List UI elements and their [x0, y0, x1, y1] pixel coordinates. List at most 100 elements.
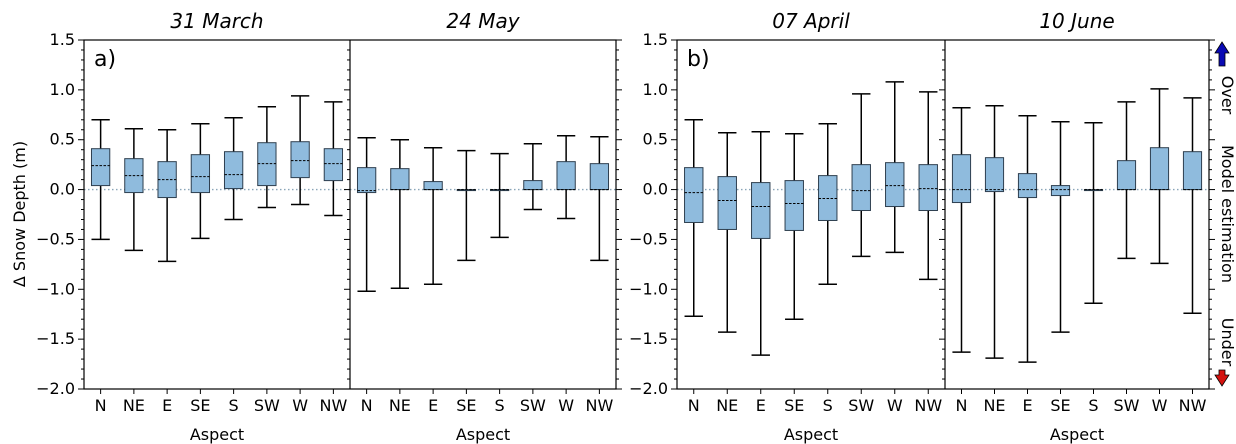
y-tick-label: 0.0: [50, 180, 75, 199]
box-N: [90, 119, 111, 241]
box-NE: [984, 105, 1005, 359]
arrow-up-shape: [1214, 41, 1230, 67]
x-tick-label: SE: [190, 396, 210, 415]
x-tick-label: NE: [389, 396, 411, 415]
x-tick-label: SW: [254, 396, 280, 415]
x-tick-label: NE: [983, 396, 1005, 415]
x-axis-title: Aspect: [190, 425, 244, 444]
x-tick-label: W: [887, 396, 903, 415]
iqr-box: [556, 161, 576, 191]
box-N: [951, 107, 972, 353]
box-NE: [390, 138, 410, 290]
iqr-box: [1017, 173, 1038, 199]
x-axis-title: Aspect: [784, 425, 838, 444]
x-tick-label: S: [495, 396, 505, 415]
x-tick-label: S: [1088, 396, 1098, 415]
iqr-box: [390, 168, 410, 191]
x-tick-label: W: [292, 396, 308, 415]
x-tick-label: SW: [848, 396, 874, 415]
y-tick-label: 1.5: [50, 30, 75, 49]
y-tick-label: −1.0: [629, 279, 668, 298]
x-tick-label: SE: [784, 396, 804, 415]
box-N: [684, 119, 704, 317]
iqr-box: [784, 180, 804, 231]
box-S: [1083, 122, 1104, 304]
y-tick-label: 0.5: [50, 130, 75, 149]
arrow-down-shape: [1214, 369, 1230, 387]
y-tick-label: −0.5: [629, 229, 668, 248]
panel-a-ylabel: Δ Snow Depth (m): [10, 141, 29, 287]
iqr-box: [1050, 185, 1071, 197]
x-tick-label: W: [558, 396, 574, 415]
box-S: [223, 117, 244, 221]
iqr-box: [190, 154, 211, 194]
x-tick-label: NW: [1179, 396, 1207, 415]
subplot-title: 31 March: [170, 9, 263, 33]
box-NW: [1182, 97, 1203, 314]
iqr-box: [223, 151, 244, 190]
iqr-box: [523, 180, 543, 191]
x-tick-label: E: [1022, 396, 1032, 415]
x-axis-title: Aspect: [456, 425, 510, 444]
subplot-title: 07 April: [772, 9, 850, 33]
iqr-box: [684, 167, 704, 223]
right-label-middle: Model estimation: [1218, 145, 1236, 283]
y-tick-label: −2.0: [36, 379, 75, 398]
y-tick-label: 1.5: [643, 30, 668, 49]
box-N: [356, 136, 377, 293]
box-S: [818, 123, 838, 286]
iqr-box: [589, 163, 610, 191]
iqr-box: [851, 164, 871, 212]
panel-b: N NE E SE S SW W NW 07 April Aspect N NE E SE S SW W NW 10…: [629, 9, 1215, 444]
box-E: [751, 130, 771, 356]
box-NE: [717, 131, 737, 333]
iqr-box: [323, 148, 344, 182]
box-NW: [918, 91, 938, 281]
iqr-box: [951, 154, 972, 204]
x-tick-label: SW: [520, 396, 546, 415]
x-tick-label: N: [361, 396, 373, 415]
panel-letter: b): [687, 47, 710, 72]
box-NW: [323, 101, 344, 217]
y-tick-label: −1.5: [629, 329, 668, 348]
y-tick-label: 1.0: [643, 80, 668, 99]
panel-letter: a): [94, 47, 116, 72]
box-W: [556, 134, 576, 220]
box-SE: [1050, 121, 1071, 333]
x-tick-label: N: [95, 396, 107, 415]
iqr-box: [1116, 160, 1137, 191]
box-SE: [784, 132, 804, 320]
y-tick-label: −1.0: [36, 279, 75, 298]
arrow-down-icon: [1214, 369, 1230, 387]
subplot-title: 10 June: [1039, 9, 1114, 33]
box-NW: [589, 135, 610, 262]
iqr-box: [356, 167, 377, 194]
box-W: [290, 95, 310, 206]
x-tick-label: N: [688, 396, 700, 415]
box-SW: [257, 106, 277, 209]
y-tick-label: −0.5: [36, 229, 75, 248]
box-SE: [190, 123, 211, 240]
right-label-over: Over: [1218, 76, 1236, 115]
x-tick-label: E: [428, 396, 438, 415]
box-SE: [456, 149, 477, 262]
x-tick-label: NW: [319, 396, 347, 415]
y-tick-label: 1.0: [50, 80, 75, 99]
box-E: [423, 146, 443, 286]
right-label-under: Under: [1218, 318, 1236, 367]
box-W: [885, 81, 905, 254]
x-tick-label: NE: [716, 396, 738, 415]
iqr-box: [918, 164, 938, 212]
box-SW: [1116, 101, 1137, 260]
box-W: [1149, 88, 1170, 265]
x-axis-title: Aspect: [1050, 425, 1104, 444]
x-tick-label: E: [756, 396, 766, 415]
x-tick-label: E: [162, 396, 172, 415]
arrow-up-icon: [1214, 41, 1230, 67]
x-tick-label: NW: [585, 396, 613, 415]
box-S: [489, 152, 510, 239]
x-tick-label: S: [229, 396, 239, 415]
box-SW: [851, 93, 871, 258]
